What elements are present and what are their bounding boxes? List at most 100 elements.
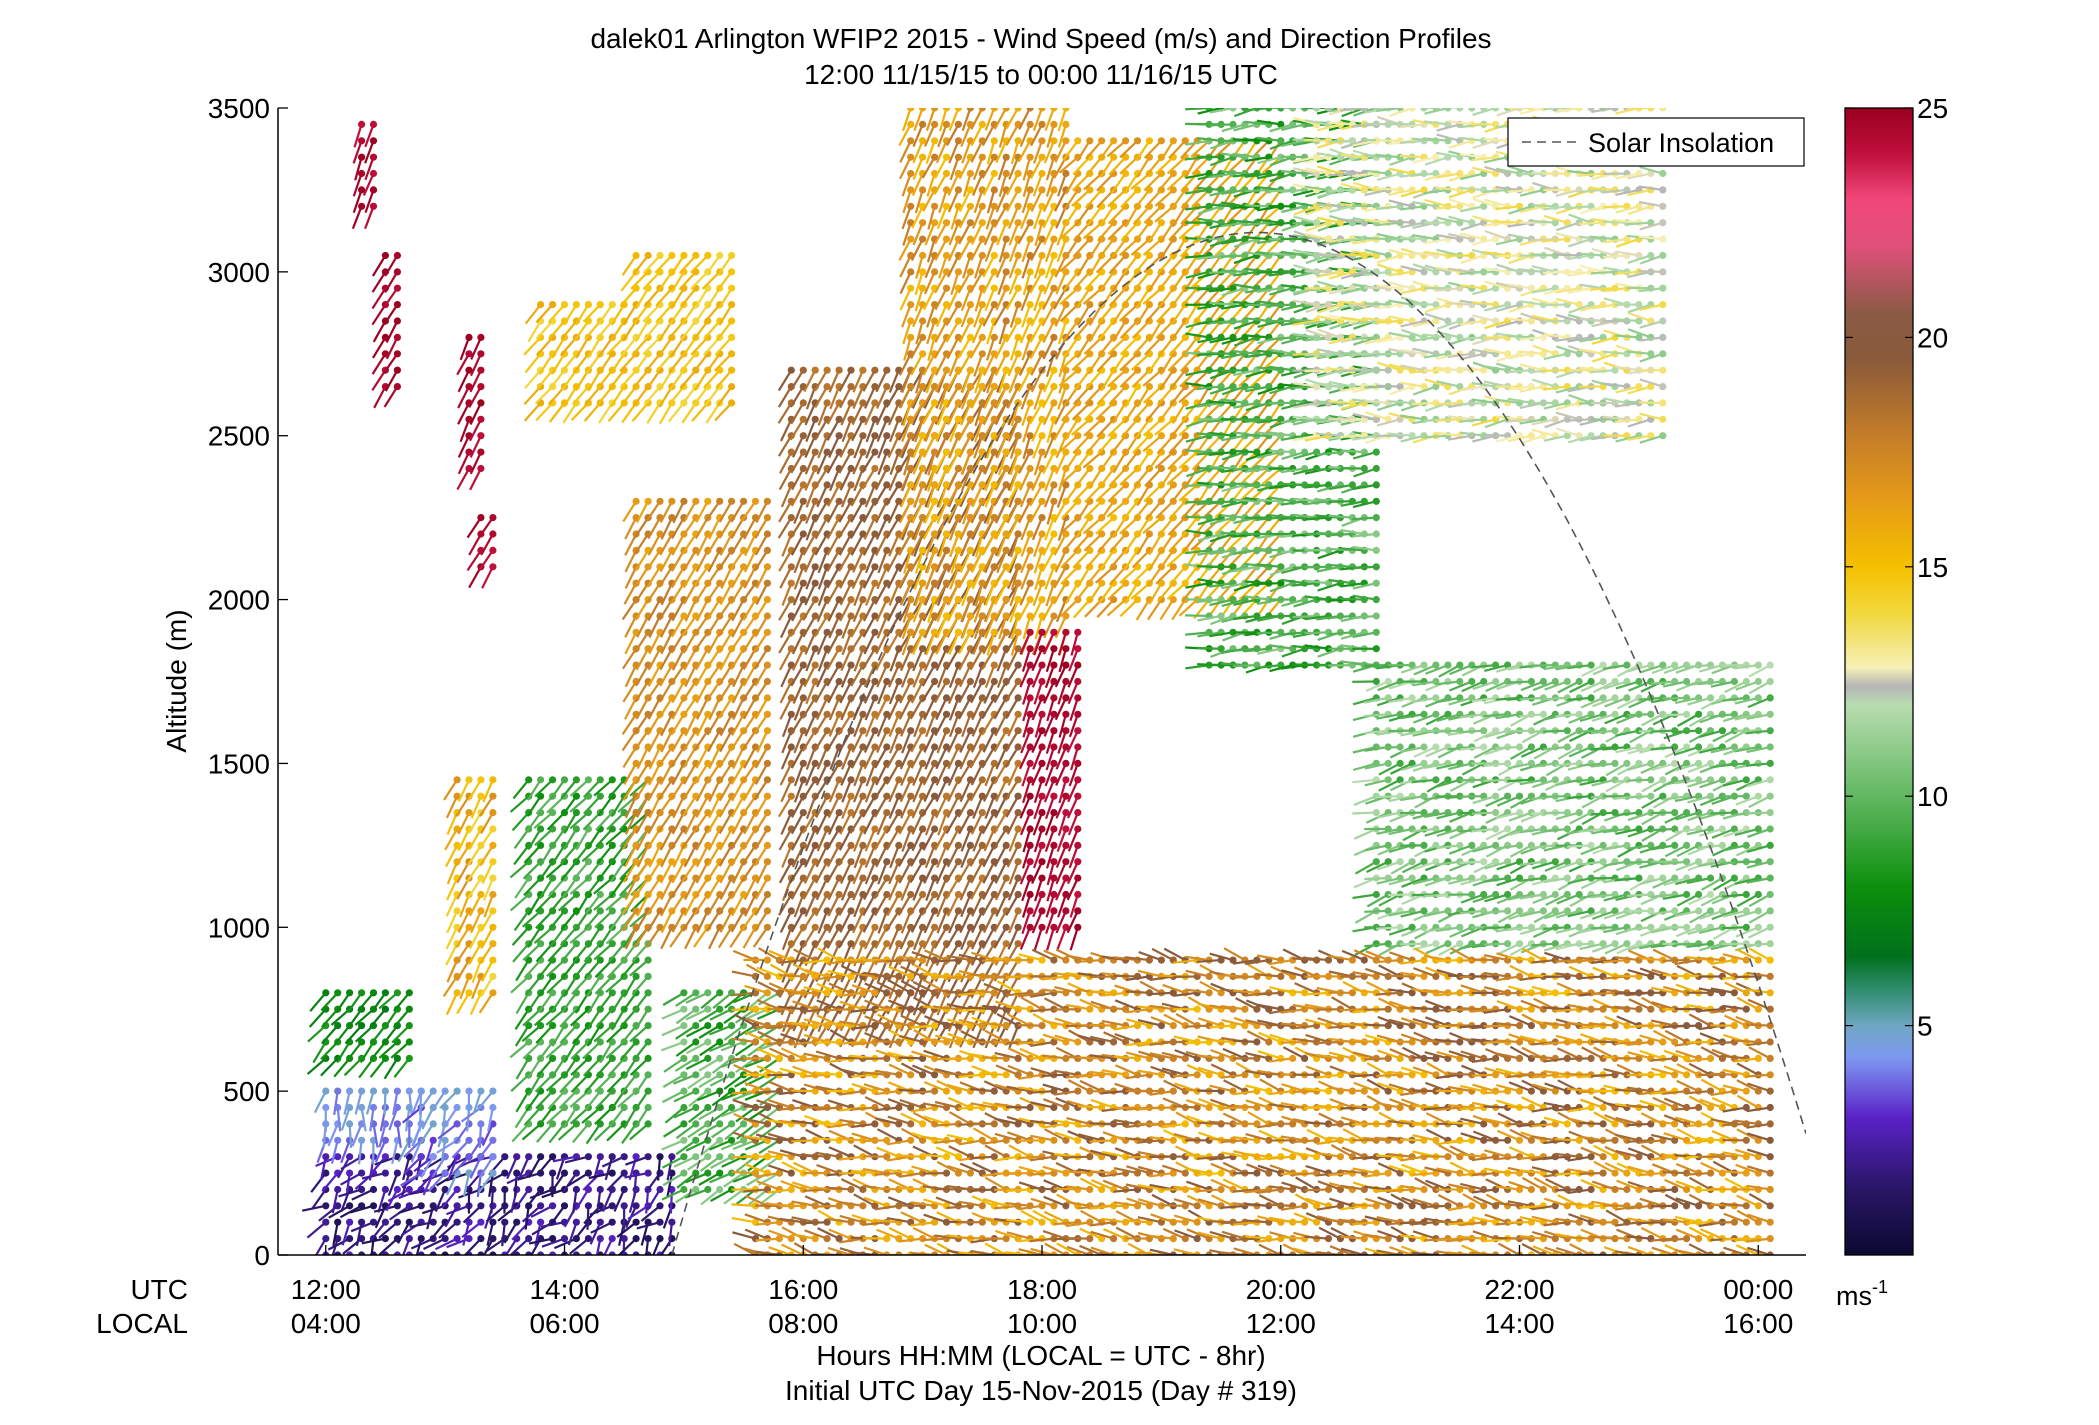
wind-barb-dot <box>847 776 855 784</box>
wind-barb-dot <box>1014 661 1022 669</box>
wind-barb <box>338 1188 362 1198</box>
wind-barb-dot <box>358 1169 366 1177</box>
wind-barb <box>343 1057 363 1077</box>
wind-barb-dot <box>692 1153 700 1161</box>
wind-barb-dot <box>465 972 473 981</box>
wind-barb <box>574 992 590 1014</box>
wind-barb-dot <box>692 251 700 260</box>
wind-barb-dot <box>823 792 831 800</box>
wind-barb-dot <box>1038 268 1046 276</box>
wind-barb-dot <box>381 1054 389 1062</box>
wind-barb <box>481 1123 494 1147</box>
wind-barb-dot <box>393 1120 401 1128</box>
wind-barb-dot <box>1014 219 1022 227</box>
wind-barb-dot <box>537 776 545 784</box>
wind-barb-dot <box>907 661 915 669</box>
wind-barb-dot <box>978 251 986 260</box>
wind-barb-dot <box>405 1054 413 1062</box>
wind-barb-dot <box>465 383 473 391</box>
wind-barb <box>420 1156 435 1179</box>
wind-barb <box>514 1025 530 1047</box>
wind-barb <box>652 1238 662 1255</box>
wind-barb-dot <box>1014 940 1022 948</box>
wind-barb-dot <box>1026 563 1034 571</box>
wind-barbs-layer <box>301 108 1774 1255</box>
wind-barb <box>533 926 554 944</box>
wind-barb <box>490 1189 494 1214</box>
wind-barb <box>636 1221 661 1230</box>
wind-barb-dot <box>942 563 951 571</box>
wind-barb-dot <box>381 1087 389 1095</box>
wind-barb <box>658 1254 660 1255</box>
wind-barb-dot <box>644 1087 652 1095</box>
wind-barb <box>441 1188 458 1209</box>
wind-barb-dot <box>942 235 951 243</box>
wind-barb <box>582 1041 602 1060</box>
wind-barb <box>364 124 375 148</box>
wind-barb <box>478 992 494 1014</box>
wind-barb-dot <box>692 1071 700 1079</box>
wind-barb <box>624 1171 649 1179</box>
wind-barb-dot <box>465 448 473 456</box>
wind-barb-dot <box>501 1218 509 1226</box>
wind-barb-dot <box>907 137 915 145</box>
wind-barb <box>537 861 554 883</box>
wind-barb-dot <box>381 251 389 260</box>
wind-barb <box>545 860 566 879</box>
wind-barb-dot <box>453 923 461 931</box>
wind-barb <box>346 1008 363 1030</box>
wind-barb-dot <box>489 776 497 784</box>
wind-barb <box>564 1155 589 1164</box>
wind-barb <box>468 386 482 409</box>
wind-barb-dot <box>919 759 927 768</box>
wind-barb <box>364 205 375 230</box>
wind-barb <box>481 959 494 982</box>
wind-barb <box>469 1156 482 1179</box>
wind-barb-dot <box>429 1251 437 1255</box>
wind-barb-dot <box>823 759 831 768</box>
wind-barb <box>518 1156 530 1180</box>
wind-barb <box>574 1188 590 1211</box>
wind-barb-dot <box>859 415 867 423</box>
wind-barb-dot <box>358 202 366 210</box>
wind-barb-dot <box>489 1136 497 1144</box>
wind-barb-dot <box>1026 464 1034 473</box>
wind-barb <box>523 877 542 897</box>
wind-barb <box>485 1205 506 1223</box>
wind-barb-dot <box>907 776 915 784</box>
wind-barb-dot <box>572 940 581 948</box>
wind-barb <box>535 910 554 929</box>
wind-barb-dot <box>453 841 461 850</box>
wind-barb-dot <box>477 890 485 899</box>
wind-barb-dot <box>919 497 927 505</box>
wind-barb <box>567 1172 589 1187</box>
wind-barb-dot <box>1002 596 1010 604</box>
wind-barb <box>330 1008 351 1026</box>
wind-barb-dot <box>549 1022 557 1030</box>
wind-barb <box>526 795 542 817</box>
wind-barb <box>398 1204 422 1215</box>
wind-barb <box>459 894 471 918</box>
wind-barb-dot <box>1002 108 1010 112</box>
wind-barb <box>478 517 494 538</box>
wind-barb-dot <box>644 1169 652 1177</box>
wind-barb-dot <box>942 448 951 456</box>
wind-barb <box>313 1090 327 1114</box>
wind-barb-dot <box>883 874 891 882</box>
wind-barb <box>536 1057 554 1078</box>
wind-barb-dot <box>692 1136 700 1144</box>
wind-barb-dot <box>954 415 963 423</box>
wind-barb <box>392 1253 398 1255</box>
wind-barb-dot <box>644 1022 652 1030</box>
wind-barb-dot <box>608 1251 616 1255</box>
wind-barb-dot <box>787 596 795 604</box>
wind-barb-dot <box>716 1169 724 1177</box>
wind-barb-dot <box>787 563 795 571</box>
wind-barb <box>470 795 482 819</box>
wind-barb-dot <box>453 1202 461 1210</box>
wind-barb-dot <box>322 1087 330 1095</box>
wind-barb-dot <box>728 497 736 505</box>
wind-barb-dot <box>358 1136 366 1144</box>
wind-barb-dot <box>763 727 772 735</box>
wind-barb-dot <box>632 1235 640 1243</box>
